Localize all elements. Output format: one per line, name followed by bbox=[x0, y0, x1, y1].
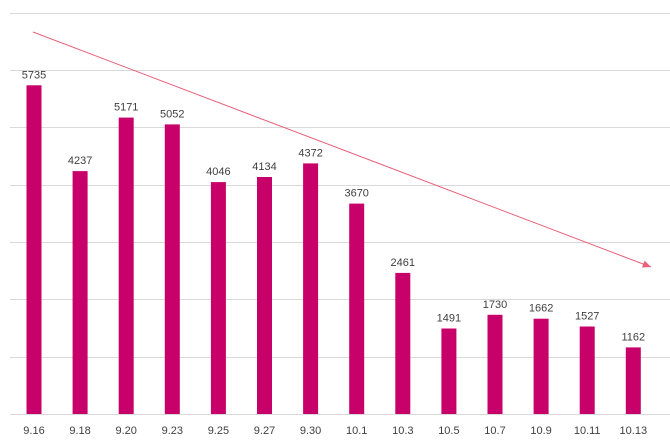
bar-9.18 bbox=[72, 171, 88, 414]
bar-10.3 bbox=[395, 272, 411, 414]
data-label: 5735 bbox=[22, 69, 46, 81]
x-tick-label: 9.30 bbox=[300, 425, 321, 437]
bar-9.30 bbox=[303, 163, 319, 414]
data-label: 4237 bbox=[68, 155, 92, 167]
data-label: 1527 bbox=[575, 311, 599, 323]
x-tick-label: 10.9 bbox=[530, 425, 551, 437]
data-label: 4372 bbox=[298, 147, 322, 159]
x-tick-label: 10.3 bbox=[392, 425, 413, 437]
data-label: 1662 bbox=[529, 303, 553, 315]
data-label: 4134 bbox=[252, 161, 276, 173]
bars bbox=[26, 85, 641, 415]
data-label: 3670 bbox=[344, 188, 368, 200]
bar-9.20 bbox=[118, 117, 134, 414]
data-label: 5171 bbox=[114, 102, 138, 114]
bar-10.7 bbox=[487, 314, 503, 414]
trend-line bbox=[32, 31, 652, 268]
bar-9.27 bbox=[257, 177, 272, 414]
x-tick-label: 10.7 bbox=[484, 425, 505, 437]
trend-arrowhead-icon bbox=[642, 260, 651, 268]
data-label: 5052 bbox=[160, 108, 184, 120]
x-tick-label: 10.1 bbox=[346, 425, 367, 437]
x-tick-label: 9.20 bbox=[115, 425, 136, 437]
x-tick-label: 9.23 bbox=[162, 425, 183, 437]
bar-9.25 bbox=[210, 182, 226, 414]
bar-9.23 bbox=[164, 124, 180, 415]
x-tick-label: 9.25 bbox=[208, 425, 229, 437]
data-label: 2461 bbox=[391, 257, 415, 269]
x-tick-label: 10.13 bbox=[620, 425, 648, 437]
x-tick-label: 9.27 bbox=[254, 425, 275, 437]
x-tick-label: 10.11 bbox=[574, 425, 601, 437]
data-label: 1162 bbox=[621, 331, 645, 343]
data-labels: 5735 4237 5171 5052 4046 4134 4372 3670 2461 1491… bbox=[22, 69, 645, 343]
bar-9.16 bbox=[26, 85, 42, 415]
data-label: 4046 bbox=[206, 166, 230, 178]
bar-10.5 bbox=[441, 328, 457, 414]
bar-10.13 bbox=[625, 347, 641, 414]
gridlines bbox=[10, 13, 670, 415]
x-tick-label: 9.18 bbox=[69, 425, 90, 437]
bar-10.1 bbox=[349, 203, 365, 414]
x-tick-labels: 9.16 9.18 9.20 9.23 9.25 9.27 9.30 10.1 10.3 10.5… bbox=[23, 425, 647, 437]
x-tick-label: 9.16 bbox=[23, 425, 44, 437]
bar-10.11 bbox=[579, 326, 595, 414]
x-tick-label: 10.5 bbox=[438, 425, 459, 437]
trend-arrow bbox=[32, 31, 652, 268]
data-label: 1491 bbox=[437, 313, 461, 325]
bar-10.9 bbox=[533, 318, 549, 414]
data-label: 1730 bbox=[483, 299, 507, 311]
